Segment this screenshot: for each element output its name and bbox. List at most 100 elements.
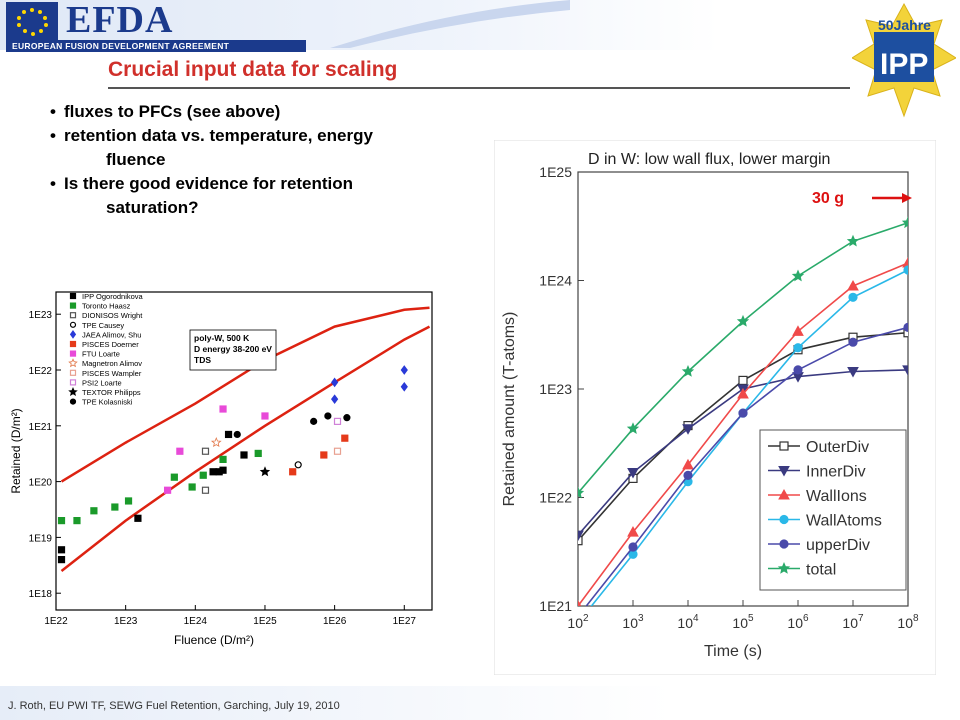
data-point <box>578 536 583 546</box>
data-point <box>324 412 332 420</box>
bullet-list: fluxes to PFCs (see above) retention dat… <box>50 100 520 220</box>
bullet-continuation: fluence <box>106 150 166 169</box>
y-tick-label: 1E23 <box>539 381 572 397</box>
data-point <box>902 256 908 268</box>
x-axis-label: Time (s) <box>704 643 762 660</box>
legend-label: InnerDiv <box>806 464 866 481</box>
data-point <box>791 269 805 282</box>
annotation-text: D energy 38-200 eV <box>194 344 272 354</box>
data-point <box>261 412 269 420</box>
annotation-text: TDS <box>194 355 211 365</box>
x-tick-exponent: 8 <box>913 613 919 624</box>
legend-label: total <box>806 562 836 579</box>
x-tick-label: 1E22 <box>44 616 68 627</box>
data-point <box>57 517 66 525</box>
y-axis-label: Retained amount (T-atoms) <box>501 312 518 507</box>
data-point <box>330 394 339 405</box>
y-tick-label: 1E23 <box>29 310 53 321</box>
data-point <box>903 322 908 332</box>
bullet-item: Is there good evidence for retention <box>50 172 520 196</box>
legend-label: PISCES Wampler <box>82 369 142 378</box>
legend-label: JAEA Alimov, Shu <box>82 330 141 339</box>
data-point <box>738 408 748 418</box>
data-point <box>176 447 184 455</box>
data-point <box>400 381 408 392</box>
y-tick-label: 1E24 <box>539 273 572 289</box>
data-point <box>903 328 908 338</box>
data-point <box>341 434 349 442</box>
legend-marker <box>777 561 791 574</box>
x-tick-label: 1E27 <box>393 616 417 627</box>
plot-frame <box>55 291 433 611</box>
chart-background <box>494 140 936 675</box>
data-point <box>224 430 233 439</box>
y-tick-label: 1E21 <box>29 422 53 433</box>
efda-brand: EFDA <box>66 0 174 41</box>
legend-label: DIONISOS Wright <box>82 311 143 320</box>
data-point <box>736 314 750 327</box>
x-tick-exponent: 2 <box>583 613 589 624</box>
data-point <box>240 451 248 459</box>
data-point <box>628 542 638 552</box>
data-point <box>57 556 66 564</box>
y-tick-label: 1E22 <box>539 490 572 506</box>
data-point <box>792 325 804 336</box>
legend-marker <box>68 358 78 368</box>
data-point <box>901 216 908 229</box>
data-point <box>343 414 351 422</box>
data-point <box>57 546 66 554</box>
legend-marker <box>69 330 77 339</box>
legend-label: TEXTOR Philipps <box>82 388 141 397</box>
x-tick-label: 1E24 <box>184 616 208 627</box>
data-point <box>846 234 860 247</box>
data-point <box>681 364 695 377</box>
data-point <box>124 497 133 505</box>
data-point <box>201 447 210 455</box>
annotation-text: poly-W, 500 K <box>194 333 250 343</box>
data-point <box>209 468 217 476</box>
legend-label: Magnetron Alimov <box>82 359 142 368</box>
legend-marker <box>69 312 77 319</box>
x-tick-label: 1E25 <box>253 616 277 627</box>
data-point <box>134 514 142 522</box>
legend-marker <box>779 514 789 525</box>
slide-title: Crucial input data for scaling <box>108 58 398 81</box>
data-point <box>626 422 640 435</box>
legend-label: WallAtoms <box>806 513 882 530</box>
y-tick-label: 1E18 <box>29 589 53 600</box>
legend-marker <box>779 539 789 549</box>
legend-label: PISCES Doerner <box>82 340 139 349</box>
data-point <box>333 447 342 455</box>
data-point <box>738 375 748 386</box>
annotation-30g: 30 g <box>812 190 844 207</box>
bullet-item: retention data vs. temperature, energy <box>50 124 520 148</box>
legend-marker <box>778 488 790 500</box>
legend-marker <box>69 302 77 309</box>
annotation-box <box>189 329 277 371</box>
ipp-logo: 50Jahre IPP <box>852 2 956 118</box>
legend-marker <box>69 398 77 405</box>
data-point <box>848 337 858 347</box>
series-group <box>578 216 908 606</box>
eu-flag-icon <box>6 2 58 40</box>
data-point <box>215 468 223 476</box>
data-point <box>294 461 302 469</box>
data-point <box>682 424 694 435</box>
data-point <box>188 483 196 491</box>
legend-label: FTU Loarte <box>82 350 120 359</box>
data-point <box>90 507 98 515</box>
data-point <box>289 468 297 476</box>
ipp-jahre-text: 50Jahre <box>878 17 931 33</box>
bullet-item: fluxes to PFCs (see above) <box>50 100 520 124</box>
x-tick-label: 1E23 <box>114 616 138 627</box>
data-point <box>847 366 859 378</box>
data-point <box>627 526 639 537</box>
x-tick-exponent: 3 <box>638 613 644 624</box>
footer-citation: J. Roth, EU PWI TF, SEWG Fuel Retention,… <box>8 700 340 712</box>
data-point <box>902 365 908 376</box>
x-tick-label: 1E26 <box>323 616 347 627</box>
x-tick-exponent: 7 <box>858 613 864 624</box>
title-divider <box>108 87 850 89</box>
data-point <box>330 377 339 388</box>
efda-subtitle: EUROPEAN FUSION DEVELOPMENT AGREEMENT <box>6 40 306 52</box>
